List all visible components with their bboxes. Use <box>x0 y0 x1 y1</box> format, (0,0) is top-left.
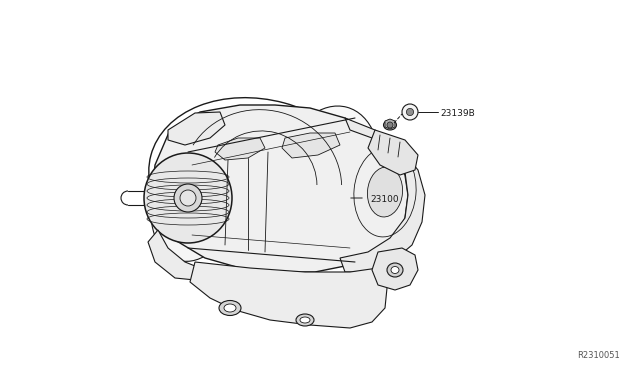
Text: 23100: 23100 <box>370 195 399 203</box>
Polygon shape <box>372 248 418 290</box>
Circle shape <box>406 108 413 116</box>
Polygon shape <box>148 230 200 280</box>
Polygon shape <box>368 130 418 175</box>
Ellipse shape <box>367 167 403 217</box>
Circle shape <box>387 122 393 128</box>
Ellipse shape <box>144 153 232 243</box>
Ellipse shape <box>224 304 236 312</box>
Polygon shape <box>340 118 425 272</box>
Circle shape <box>402 104 418 120</box>
Ellipse shape <box>387 263 403 277</box>
Ellipse shape <box>391 266 399 273</box>
Ellipse shape <box>174 184 202 212</box>
Ellipse shape <box>219 301 241 315</box>
Text: 23139B: 23139B <box>440 109 475 118</box>
Polygon shape <box>282 133 340 158</box>
Ellipse shape <box>151 139 239 262</box>
Polygon shape <box>215 138 265 160</box>
Polygon shape <box>190 262 388 328</box>
Ellipse shape <box>300 317 310 323</box>
Ellipse shape <box>383 120 397 130</box>
Text: R2310051: R2310051 <box>577 351 620 360</box>
Polygon shape <box>152 105 408 272</box>
Ellipse shape <box>296 314 314 326</box>
Polygon shape <box>168 112 225 145</box>
Polygon shape <box>385 119 395 129</box>
Ellipse shape <box>180 190 196 206</box>
Ellipse shape <box>281 106 379 234</box>
